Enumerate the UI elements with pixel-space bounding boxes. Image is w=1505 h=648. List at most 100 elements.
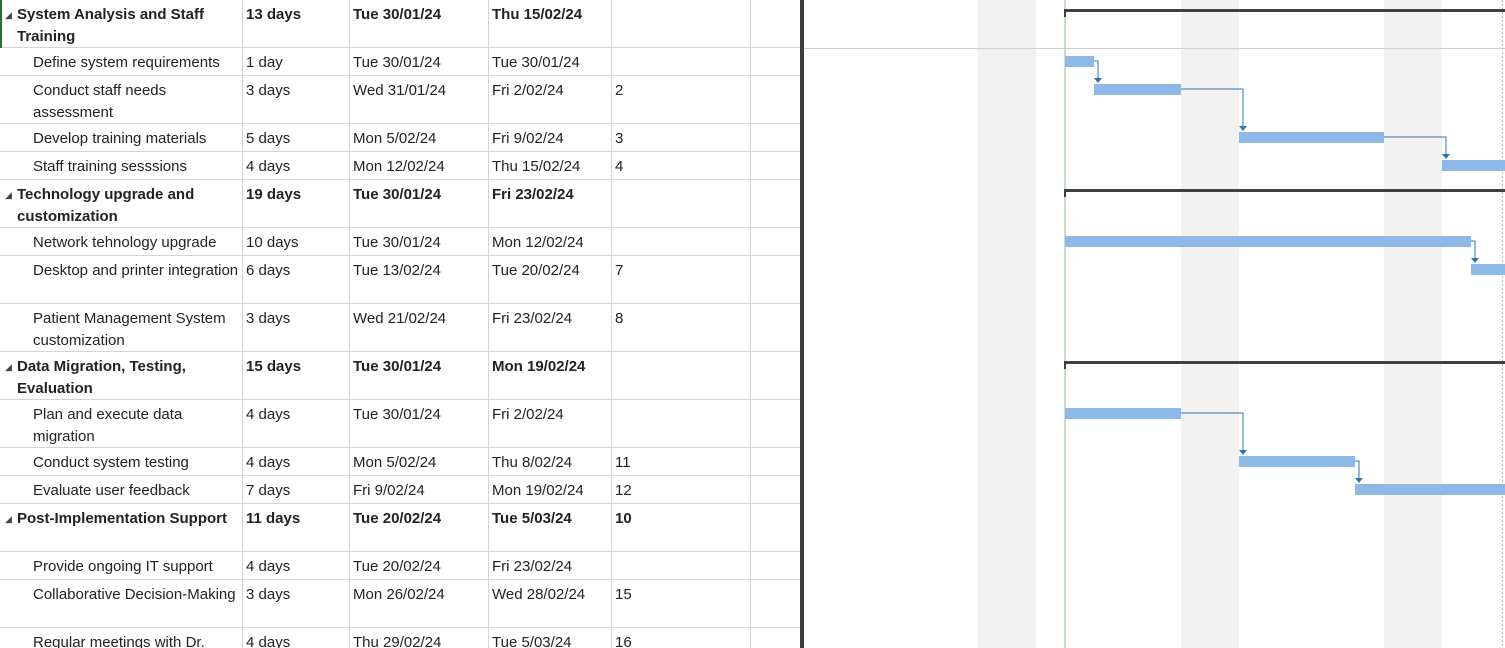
start-cell[interactable]: Tue 30/01/24 (350, 48, 489, 75)
duration-cell[interactable]: 3 days (243, 304, 350, 351)
predecessors-cell[interactable]: 4 (612, 152, 751, 179)
task-name-cell[interactable]: ◢ Post-Implementation Support (0, 504, 243, 551)
extra-cell[interactable] (751, 0, 800, 47)
collapse-triangle-icon[interactable]: ◢ (5, 514, 12, 524)
duration-cell[interactable]: 4 days (243, 448, 350, 475)
summary-task-row[interactable]: ◢ Data Migration, Testing, Evaluation 15 d… (0, 352, 800, 400)
task-row[interactable]: Evaluate user feedback 7 days Fri 9/02/24 M… (0, 476, 800, 504)
task-row[interactable]: Patient Management System customization 3… (0, 304, 800, 352)
extra-cell[interactable] (751, 228, 800, 255)
task-row[interactable]: Collaborative Decision-Making 3 days Mon 2… (0, 580, 800, 628)
task-name-cell[interactable]: Conduct staff needs assessment (0, 76, 243, 123)
task-name-cell[interactable]: Regular meetings with Dr. (0, 628, 243, 648)
start-cell[interactable]: Mon 12/02/24 (350, 152, 489, 179)
start-cell[interactable]: Tue 30/01/24 (350, 228, 489, 255)
finish-cell[interactable]: Thu 15/02/24 (489, 0, 612, 47)
collapse-triangle-icon[interactable]: ◢ (5, 362, 12, 372)
start-cell[interactable]: Wed 21/02/24 (350, 304, 489, 351)
duration-cell[interactable]: 7 days (243, 476, 350, 503)
task-row[interactable]: Provide ongoing IT support 4 days Tue 20/0… (0, 552, 800, 580)
finish-cell[interactable]: Tue 30/01/24 (489, 48, 612, 75)
summary-task-row[interactable]: ◢ System Analysis and Staff Training 13 da… (0, 0, 800, 48)
task-row[interactable]: Develop training materials 5 days Mon 5/02… (0, 124, 800, 152)
finish-cell[interactable]: Wed 28/02/24 (489, 580, 612, 627)
duration-cell[interactable]: 1 day (243, 48, 350, 75)
extra-cell[interactable] (751, 124, 800, 151)
predecessors-cell[interactable]: 2 (612, 76, 751, 123)
start-cell[interactable]: Mon 5/02/24 (350, 448, 489, 475)
task-name-cell[interactable]: Develop training materials (0, 124, 243, 151)
start-cell[interactable]: Thu 29/02/24 (350, 628, 489, 648)
start-cell[interactable]: Tue 30/01/24 (350, 400, 489, 447)
finish-cell[interactable]: Fri 23/02/24 (489, 180, 612, 227)
pane-splitter[interactable] (800, 0, 804, 648)
task-name-cell[interactable]: Provide ongoing IT support (0, 552, 243, 579)
duration-cell[interactable]: 10 days (243, 228, 350, 255)
predecessors-cell[interactable]: 16 (612, 628, 751, 648)
start-cell[interactable]: Fri 9/02/24 (350, 476, 489, 503)
extra-cell[interactable] (751, 628, 800, 648)
finish-cell[interactable]: Tue 5/03/24 (489, 628, 612, 648)
duration-cell[interactable]: 4 days (243, 152, 350, 179)
finish-cell[interactable]: Fri 23/02/24 (489, 304, 612, 351)
start-cell[interactable]: Tue 20/02/24 (350, 504, 489, 551)
collapse-triangle-icon[interactable]: ◢ (5, 190, 12, 200)
predecessors-cell[interactable]: 11 (612, 448, 751, 475)
predecessors-cell[interactable]: 15 (612, 580, 751, 627)
task-row[interactable]: Plan and execute data migration 4 days Tue… (0, 400, 800, 448)
task-row[interactable]: Desktop and printer integration 6 days Tue… (0, 256, 800, 304)
start-cell[interactable]: Tue 30/01/24 (350, 0, 489, 47)
duration-cell[interactable]: 5 days (243, 124, 350, 151)
finish-cell[interactable]: Fri 2/02/24 (489, 76, 612, 123)
start-cell[interactable]: Tue 30/01/24 (350, 352, 489, 399)
predecessors-cell[interactable]: 7 (612, 256, 751, 303)
collapse-triangle-icon[interactable]: ◢ (5, 10, 12, 20)
task-row[interactable]: Network tehnology upgrade 10 days Tue 30/0… (0, 228, 800, 256)
task-name-cell[interactable]: Define system requirements (0, 48, 243, 75)
predecessors-cell[interactable] (612, 352, 751, 399)
start-cell[interactable]: Tue 20/02/24 (350, 552, 489, 579)
predecessors-cell[interactable] (612, 48, 751, 75)
task-name-cell[interactable]: Network tehnology upgrade (0, 228, 243, 255)
finish-cell[interactable]: Thu 15/02/24 (489, 152, 612, 179)
predecessors-cell[interactable]: 10 (612, 504, 751, 551)
task-row[interactable]: Conduct staff needs assessment 3 days Wed … (0, 76, 800, 124)
predecessors-cell[interactable] (612, 552, 751, 579)
extra-cell[interactable] (751, 580, 800, 627)
predecessors-cell[interactable] (612, 0, 751, 47)
predecessors-cell[interactable] (612, 228, 751, 255)
summary-task-row[interactable]: ◢ Post-Implementation Support 11 days Tue 2… (0, 504, 800, 552)
finish-cell[interactable]: Fri 23/02/24 (489, 552, 612, 579)
task-name-cell[interactable]: Patient Management System customization (0, 304, 243, 351)
extra-cell[interactable] (751, 152, 800, 179)
duration-cell[interactable]: 3 days (243, 580, 350, 627)
task-name-cell[interactable]: Evaluate user feedback (0, 476, 243, 503)
start-cell[interactable]: Mon 26/02/24 (350, 580, 489, 627)
duration-cell[interactable]: 3 days (243, 76, 350, 123)
start-cell[interactable]: Tue 30/01/24 (350, 180, 489, 227)
finish-cell[interactable]: Tue 5/03/24 (489, 504, 612, 551)
duration-cell[interactable]: 11 days (243, 504, 350, 551)
extra-cell[interactable] (751, 552, 800, 579)
finish-cell[interactable]: Mon 12/02/24 (489, 228, 612, 255)
summary-task-row[interactable]: ◢ Technology upgrade and customization 19 … (0, 180, 800, 228)
extra-cell[interactable] (751, 504, 800, 551)
extra-cell[interactable] (751, 256, 800, 303)
task-name-cell[interactable]: ◢ System Analysis and Staff Training (0, 0, 243, 47)
start-cell[interactable]: Tue 13/02/24 (350, 256, 489, 303)
task-name-cell[interactable]: Staff training sesssions (0, 152, 243, 179)
task-row[interactable]: Staff training sesssions 4 days Mon 12/02/… (0, 152, 800, 180)
extra-cell[interactable] (751, 448, 800, 475)
extra-cell[interactable] (751, 48, 800, 75)
task-name-cell[interactable]: Conduct system testing (0, 448, 243, 475)
duration-cell[interactable]: 6 days (243, 256, 350, 303)
finish-cell[interactable]: Thu 8/02/24 (489, 448, 612, 475)
finish-cell[interactable]: Mon 19/02/24 (489, 476, 612, 503)
duration-cell[interactable]: 13 days (243, 0, 350, 47)
finish-cell[interactable]: Fri 2/02/24 (489, 400, 612, 447)
task-row[interactable]: Regular meetings with Dr. 4 days Thu 29/02… (0, 628, 800, 648)
task-name-cell[interactable]: ◢ Data Migration, Testing, Evaluation (0, 352, 243, 399)
task-name-cell[interactable]: ◢ Technology upgrade and customization (0, 180, 243, 227)
predecessors-cell[interactable]: 12 (612, 476, 751, 503)
task-row[interactable]: Conduct system testing 4 days Mon 5/02/24 T… (0, 448, 800, 476)
